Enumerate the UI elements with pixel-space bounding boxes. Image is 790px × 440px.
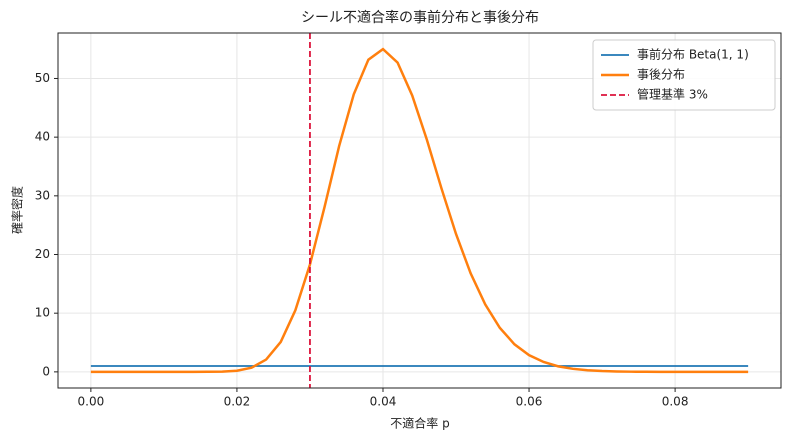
legend-label: 事前分布 Beta(1, 1) <box>637 47 749 62</box>
y-tick-label: 40 <box>35 130 50 144</box>
x-axis-label: 不適合率 p <box>390 416 449 431</box>
legend-label: 事後分布 <box>637 68 685 82</box>
chart-title: シール不適合率の事前分布と事後分布 <box>301 9 539 26</box>
y-tick-label: 20 <box>35 247 50 261</box>
y-tick-label: 30 <box>35 188 50 202</box>
x-tick-label: 0.02 <box>224 395 251 409</box>
x-tick-label: 0.06 <box>516 395 543 409</box>
x-tick-label: 0.00 <box>78 395 105 409</box>
series-line <box>90 47 749 374</box>
y-tick-label: 50 <box>35 71 50 85</box>
x-tick-label: 0.08 <box>662 395 689 409</box>
plot-frame <box>57 32 782 389</box>
legend-box <box>592 39 776 111</box>
legend-label: 管理基準 3% <box>637 87 708 102</box>
x-tick-label: 0.04 <box>370 395 397 409</box>
y-tick-label: 0 <box>42 364 50 378</box>
y-tick-label: 10 <box>35 306 50 320</box>
y-axis-label: 確率密度 <box>10 186 25 234</box>
